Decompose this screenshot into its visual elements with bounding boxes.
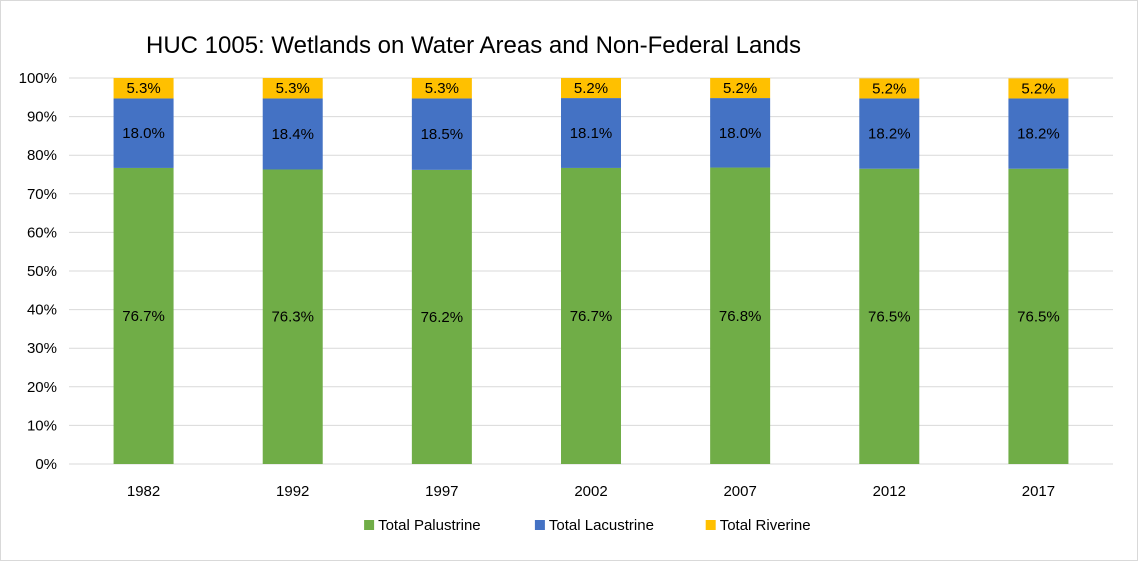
data-label: 18.0% (719, 125, 762, 142)
data-label: 76.3% (271, 309, 314, 326)
data-label: 18.1% (570, 125, 613, 142)
legend-label: Total Palustrine (378, 517, 481, 534)
x-tick-label: 2007 (723, 483, 756, 500)
legend-swatch (364, 520, 375, 530)
y-tick-label: 80% (27, 147, 57, 164)
y-tick-label: 10% (27, 417, 57, 434)
bar-segment (710, 78, 771, 99)
x-tick-label: 1982 (127, 483, 160, 500)
data-label: 18.2% (868, 126, 911, 143)
bar-segment (262, 98, 323, 170)
bar-segment (859, 98, 920, 169)
data-label: 76.2% (421, 309, 464, 326)
y-tick-label: 50% (27, 263, 57, 280)
data-label: 5.3% (126, 80, 160, 97)
y-tick-label: 60% (27, 224, 57, 241)
y-tick-label: 100% (19, 70, 57, 87)
x-tick-label: 2002 (574, 483, 607, 500)
bar-segment (411, 78, 472, 99)
y-axis: 0% 10% 20% 30% 40% 50% 60% 70% 80% 90% 100% (19, 70, 57, 473)
y-tick-label: 90% (27, 109, 57, 126)
bar-segment (561, 167, 621, 465)
bar-segment (411, 169, 472, 465)
y-tick-label: 30% (27, 340, 57, 357)
y-tick-label: 70% (27, 186, 57, 203)
bar-segment (262, 78, 323, 99)
bar-segment (113, 167, 174, 465)
y-tick-label: 20% (27, 379, 57, 396)
y-tick-label: 0% (35, 456, 57, 473)
data-label: 5.3% (425, 80, 459, 97)
data-label: 5.2% (723, 80, 757, 97)
data-label: 18.0% (122, 125, 165, 142)
data-label: 76.7% (122, 308, 165, 325)
bar-segment (561, 98, 621, 168)
bar-segment (1008, 168, 1069, 464)
bar-segment (859, 78, 920, 99)
bar-segment (710, 98, 771, 168)
data-label: 5.2% (574, 80, 608, 97)
y-tick-label: 40% (27, 302, 57, 319)
legend-swatch (534, 520, 545, 530)
x-tick-label: 1997 (425, 483, 458, 500)
legend-label: Total Lacustrine (549, 517, 654, 534)
data-label: 76.7% (570, 308, 613, 325)
bar-segment (113, 78, 174, 99)
data-label: 5.3% (276, 80, 310, 97)
data-label: 76.5% (868, 308, 911, 325)
x-tick-label: 1992 (276, 483, 309, 500)
bar-segment (710, 167, 771, 464)
legend-label: Total Riverine (720, 517, 811, 534)
data-label: 18.5% (421, 126, 464, 143)
data-label: 18.2% (1017, 126, 1060, 143)
bar-segment (411, 98, 472, 170)
x-tick-label: 2017 (1022, 483, 1055, 500)
data-label: 18.4% (271, 126, 314, 143)
legend: Total Palustrine Total Lacustrine Total Ri… (364, 517, 811, 534)
bar-segment (859, 168, 920, 464)
x-axis: 1982 1992 1997 2002 2007 2012 2017 (127, 483, 1055, 500)
bar-segment (1008, 78, 1069, 99)
bar-segment (1008, 98, 1069, 169)
legend-swatch (705, 520, 716, 530)
data-label: 5.2% (872, 80, 906, 97)
data-label: 5.2% (1021, 80, 1055, 97)
bars: 76.7% 18.0% 5.3% 76.3% 18.4% 5.3% 76.2% 18.5% 5.… (113, 78, 1069, 465)
data-label: 76.8% (719, 308, 762, 325)
x-tick-label: 2012 (873, 483, 906, 500)
data-label: 76.5% (1017, 308, 1060, 325)
bar-segment (262, 169, 323, 464)
bar-segment (561, 78, 621, 99)
chart-title: HUC 1005: Wetlands on Water Areas and No… (146, 32, 801, 59)
bar-segment (113, 98, 174, 168)
